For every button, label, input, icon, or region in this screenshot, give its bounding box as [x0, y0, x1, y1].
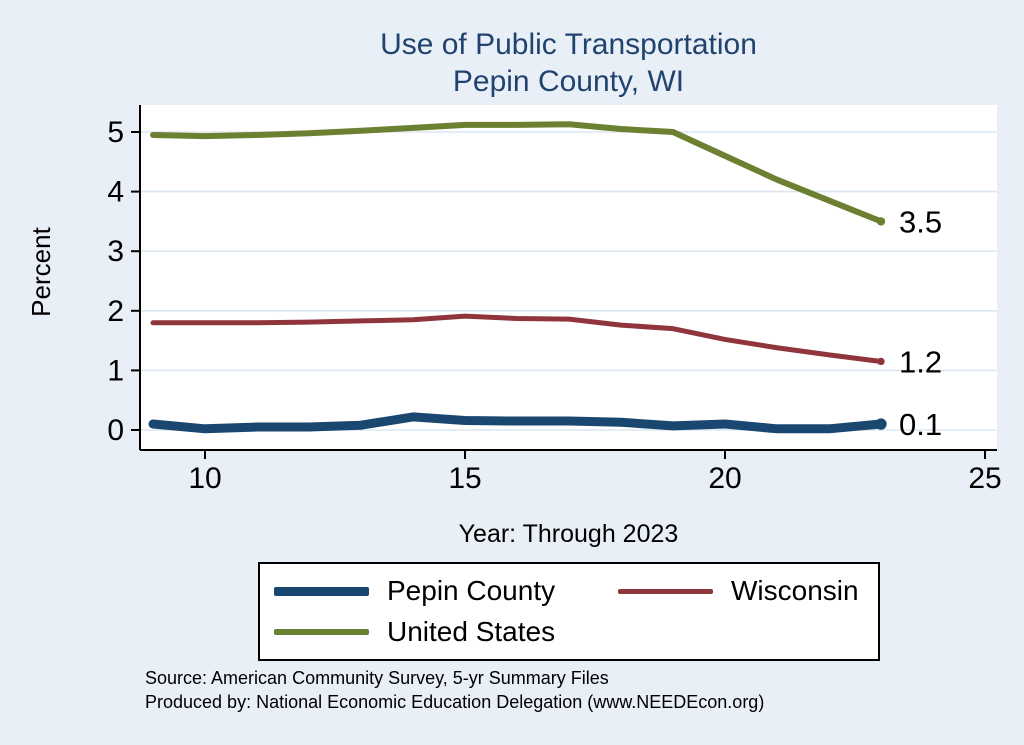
- legend-swatch-wisconsin: [618, 588, 713, 594]
- legend-label-wisconsin: Wisconsin: [731, 575, 859, 606]
- source-notes: Source: American Community Survey, 5-yr …: [145, 667, 764, 715]
- chart-title: Use of Public Transportation Pepin Count…: [140, 26, 997, 100]
- produced-by-line: Produced by: National Economic Education…: [145, 691, 765, 712]
- y-axis-title: Percent: [26, 227, 56, 317]
- series-endpoint-wisconsin: [877, 357, 885, 366]
- legend-label-pepin-county: Pepin County: [387, 575, 556, 606]
- chart-title-line2: Pepin County, WI: [452, 65, 685, 99]
- y-tick-label-5: 5: [107, 116, 124, 149]
- x-tick-label-25: 25: [968, 462, 1001, 495]
- y-tick-label-1: 1: [107, 354, 124, 387]
- y-tick-label-0: 0: [107, 414, 124, 447]
- end-label-pepin-county: 0.1: [899, 407, 942, 442]
- legend-item-pepin-county: Pepin County: [274, 575, 618, 607]
- plot-area: [140, 105, 997, 450]
- legend: Pepin County Wisconsin United States: [258, 562, 880, 662]
- series-line-united-states: [150, 121, 884, 225]
- x-tick-label-20: 20: [708, 462, 741, 495]
- end-label-wisconsin: 1.2: [899, 344, 942, 379]
- y-tick-label-3: 3: [107, 235, 124, 268]
- legend-swatch-pepin-county: [274, 586, 369, 596]
- legend-label-united-states: United States: [387, 616, 556, 648]
- y-tick-label-4: 4: [107, 176, 124, 209]
- series-endpoint-pepin-county: [875, 418, 887, 430]
- x-axis-title: Year: Through 2023: [458, 520, 679, 548]
- x-tick-label-15: 15: [448, 462, 481, 495]
- series-line-wisconsin: [150, 313, 884, 364]
- series-endpoint-united-states: [876, 217, 886, 226]
- series-line-pepin-county: [148, 412, 886, 434]
- legend-swatch-united-states: [274, 629, 369, 636]
- x-tick-label-10: 10: [188, 462, 221, 495]
- legend-item-united-states: United States: [274, 616, 618, 648]
- y-tick-label-2: 2: [107, 295, 124, 328]
- chart-title-line1: Use of Public Transportation: [380, 28, 757, 61]
- source-line: Source: American Community Survey, 5-yr …: [145, 668, 609, 688]
- end-label-united-states: 3.5: [899, 204, 942, 239]
- legend-item-wisconsin: Wisconsin: [618, 575, 868, 607]
